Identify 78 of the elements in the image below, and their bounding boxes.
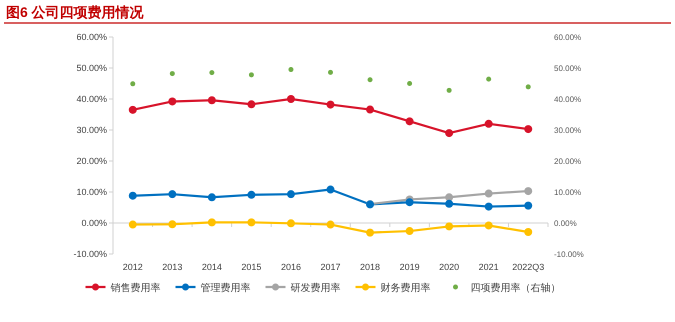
y-tick-label: 50.00% [76, 63, 107, 73]
point [247, 218, 256, 226]
point [524, 228, 532, 236]
point [326, 220, 334, 229]
point [366, 228, 374, 237]
y2-tick-label: 0.00% [554, 219, 577, 228]
point [168, 97, 176, 106]
point [128, 106, 137, 114]
point [445, 200, 454, 208]
point [407, 81, 412, 86]
point [247, 190, 256, 199]
point [368, 77, 373, 82]
point [286, 219, 295, 228]
x-tick-label: 2017 [320, 262, 341, 272]
point [286, 95, 295, 103]
point [328, 70, 333, 75]
y2-tick-label: 50.00% [554, 64, 582, 73]
point [208, 193, 216, 202]
point [445, 129, 454, 138]
y2-tick-label: 20.00% [554, 157, 582, 166]
legend-label: 销售费用率 [110, 282, 160, 294]
point [208, 96, 216, 104]
x-tick-label: 2021 [478, 262, 499, 272]
point [247, 100, 256, 108]
point [168, 190, 176, 198]
point [170, 71, 175, 76]
x-tick-label: 2013 [162, 262, 182, 272]
point [288, 67, 294, 72]
point [406, 198, 414, 206]
point [445, 222, 454, 230]
point [406, 117, 414, 126]
point [130, 81, 136, 86]
x-tick-label: 2016 [280, 262, 301, 272]
chart-title: 图6 公司四项费用情况 [6, 4, 145, 20]
y2-tick-label: -10.00% [554, 250, 584, 259]
y-tick-label: 60.00% [76, 32, 107, 42]
point [326, 186, 334, 194]
point [168, 220, 176, 228]
point [526, 84, 531, 90]
point [484, 190, 493, 198]
legend-label: 财务费用率 [380, 282, 430, 294]
point [406, 227, 414, 236]
y-tick-label: 10.00% [76, 187, 107, 197]
point [524, 125, 532, 134]
y2-tick-label: 40.00% [554, 95, 582, 104]
legend-label: 四项费用率（右轴） [470, 282, 560, 294]
point [524, 202, 532, 210]
point [484, 221, 493, 230]
point [366, 106, 374, 114]
point [446, 88, 452, 93]
point [484, 202, 493, 211]
point [128, 192, 137, 200]
point [209, 70, 214, 76]
point [326, 100, 334, 109]
point [128, 220, 137, 229]
y-tick-label: 30.00% [76, 125, 107, 135]
point [248, 72, 254, 78]
y2-tick-label: 60.00% [554, 33, 582, 42]
y2-tick-label: 10.00% [554, 188, 582, 197]
y-tick-label: 40.00% [76, 94, 107, 104]
x-tick-label: 2015 [241, 262, 262, 272]
point [486, 76, 492, 82]
x-tick-label: 2014 [202, 262, 222, 272]
y-tick-label: 0.00% [81, 218, 107, 228]
y2-tick-label: 30.00% [554, 126, 582, 135]
x-tick-label: 2018 [360, 262, 380, 272]
y-tick-label: 20.00% [76, 156, 107, 166]
point [524, 187, 532, 196]
x-tick-label: 2020 [439, 262, 460, 272]
x-tick-label: 2012 [122, 262, 143, 272]
y-tick-label: -10.00% [73, 249, 107, 259]
x-tick-label: 2022Q3 [512, 262, 544, 272]
legend-label: 管理费用率 [200, 282, 250, 294]
point [484, 120, 493, 128]
x-tick-label: 2019 [400, 262, 420, 272]
point [208, 218, 216, 226]
point [286, 190, 295, 198]
legend-label: 研发费用率 [290, 282, 340, 294]
